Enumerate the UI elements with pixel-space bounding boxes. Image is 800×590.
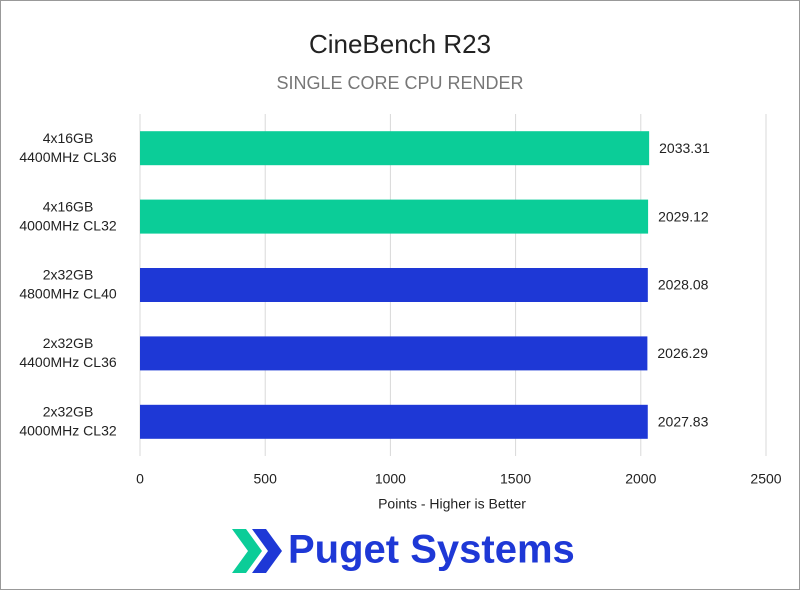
y-tick-label: 4400MHz CL36 <box>19 149 116 165</box>
logo: Puget Systems <box>288 528 575 572</box>
bar <box>140 199 649 234</box>
x-tick-label: 500 <box>254 471 278 487</box>
chart-subtitle: SINGLE CORE CPU RENDER <box>276 73 523 93</box>
x-tick-label: 1000 <box>375 471 406 487</box>
logo-icon <box>232 529 282 573</box>
y-tick-label: 4400MHz CL36 <box>19 354 116 370</box>
chart-title: CineBench R23 <box>309 29 491 59</box>
y-tick-label: 4x16GB <box>43 198 94 214</box>
value-label: 2026.29 <box>657 345 708 361</box>
x-axis-label: Points - Higher is Better <box>378 496 526 512</box>
x-tick-label: 1500 <box>500 471 531 487</box>
y-tick-label: 2x32GB <box>43 335 94 351</box>
bar <box>140 131 650 166</box>
x-tick-label: 0 <box>136 471 144 487</box>
x-tick-label: 2000 <box>625 471 656 487</box>
y-tick-label: 2x32GB <box>43 267 94 283</box>
y-tick-label: 4000MHz CL32 <box>19 423 116 439</box>
bar <box>140 404 648 439</box>
value-label: 2029.12 <box>658 208 709 224</box>
y-tick-label: 4800MHz CL40 <box>19 286 116 302</box>
x-tick-label: 2500 <box>750 471 781 487</box>
y-tick-label: 4x16GB <box>43 130 94 146</box>
bar <box>140 336 648 371</box>
value-label: 2033.31 <box>659 140 710 156</box>
bar <box>140 268 648 302</box>
value-label: 2027.83 <box>658 414 709 430</box>
value-label: 2028.08 <box>658 277 709 293</box>
y-tick-label: 2x32GB <box>43 404 94 420</box>
y-tick-label: 4000MHz CL32 <box>19 217 116 233</box>
